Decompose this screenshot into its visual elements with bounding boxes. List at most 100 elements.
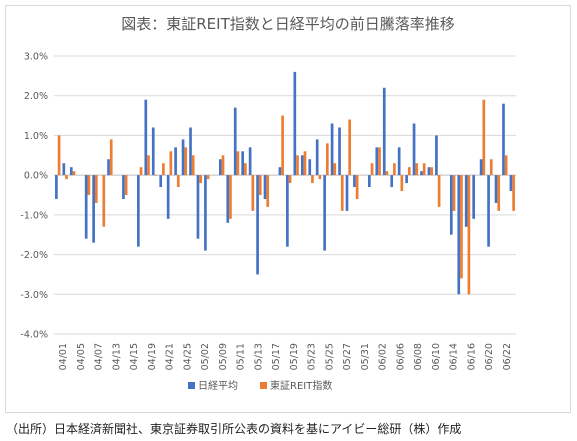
y-tick-label: -2.0% <box>20 250 48 261</box>
bar-reit <box>452 175 456 211</box>
source-caption: （出所）日本経済新聞社、東京証券取引所公表の資料を基にアイビー総研（株）作成 <box>6 422 462 436</box>
bar-nikkei <box>144 99 148 176</box>
bar-nikkei <box>55 175 58 199</box>
gridlines <box>54 55 516 335</box>
bar-reit <box>460 175 463 279</box>
y-tick-label: 3.0% <box>24 52 48 63</box>
bar-nikkei <box>390 175 394 188</box>
bar-nikkei <box>159 175 163 188</box>
bar-reit <box>437 175 441 207</box>
bar-reit <box>504 155 508 176</box>
bar-nikkei <box>62 163 66 176</box>
bar-reit <box>199 175 202 184</box>
bar-nikkei <box>397 147 401 176</box>
x-tick-label: 04/25 <box>182 343 193 370</box>
bar-reit <box>318 175 322 180</box>
x-tick-label: 05/09 <box>218 343 229 370</box>
x-tick-label: 06/08 <box>413 343 424 370</box>
bar-reit <box>102 175 106 227</box>
legend-swatch <box>188 382 195 389</box>
bar-nikkei <box>226 175 230 223</box>
x-tick-label: 05/25 <box>324 343 335 370</box>
bar-reit <box>169 151 173 176</box>
chart-title: 図表：東証REIT指数と日経平均の前日騰落率推移 <box>121 15 455 33</box>
bar-reit <box>65 175 68 180</box>
x-tick-label: 04/15 <box>129 343 140 370</box>
bar-reit <box>393 163 396 176</box>
bar-nikkei <box>181 139 185 176</box>
bar-reit <box>303 151 307 176</box>
bar-reit <box>497 175 501 211</box>
bar-reit <box>221 155 225 176</box>
bar-reit <box>139 167 143 176</box>
bar-reit <box>415 163 419 176</box>
bar-nikkei <box>69 167 73 176</box>
bar-reit <box>482 99 486 176</box>
bar-nikkei <box>427 167 431 176</box>
legend-label: 東証REIT指数 <box>270 379 332 392</box>
bar-nikkei <box>137 175 140 247</box>
bar-nikkei <box>382 87 386 176</box>
bar-reit <box>147 155 150 176</box>
bar-nikkei <box>487 175 490 247</box>
x-tick-label: 04/01 <box>58 343 69 370</box>
bars <box>55 71 515 295</box>
bar-nikkei <box>435 135 438 176</box>
bar-reit <box>340 175 344 211</box>
y-axis-ticks: -4.0% -3.0% -2.0% -1.0% 0.0% 1.0% 2.0% 3.0% <box>20 52 48 341</box>
bar-nikkei <box>293 71 297 176</box>
bar-reit <box>236 151 240 176</box>
bar-nikkei <box>315 139 319 176</box>
bar-nikkei <box>375 147 379 176</box>
x-tick-label: 05/02 <box>200 343 211 370</box>
bar-nikkei <box>286 175 289 247</box>
bar-nikkei <box>345 175 349 211</box>
bar-nikkei <box>263 175 267 199</box>
y-tick-label: -4.0% <box>20 330 48 341</box>
x-tick-label: 05/23 <box>307 343 318 370</box>
bar-reit <box>72 171 76 176</box>
bar-nikkei <box>502 103 505 176</box>
bar-reit <box>176 175 180 188</box>
x-tick-label: 05/11 <box>236 343 247 370</box>
x-tick-label: 06/20 <box>484 343 495 370</box>
y-tick-label: 2.0% <box>24 91 48 102</box>
bar-nikkei <box>107 159 110 176</box>
bar-reit <box>370 163 374 176</box>
legend-swatch <box>260 382 267 389</box>
bar-nikkei <box>368 175 371 188</box>
bar-nikkei <box>472 175 476 219</box>
bar-reit <box>355 175 359 199</box>
bar-reit <box>162 163 165 176</box>
bar-nikkei <box>84 175 88 239</box>
bar-reit <box>385 171 389 176</box>
x-tick-label: 04/07 <box>94 343 105 370</box>
bar-reit <box>244 163 247 176</box>
bar-reit <box>400 175 404 192</box>
bar-reit <box>191 155 195 176</box>
bar-nikkei <box>166 175 170 219</box>
bar-reit <box>348 119 352 176</box>
bar-reit <box>109 139 113 176</box>
x-tick-label: 06/22 <box>502 343 513 370</box>
bar-nikkei <box>233 107 237 176</box>
bar-reit <box>311 175 314 184</box>
x-tick-label: 05/31 <box>360 343 371 370</box>
bar-nikkei <box>330 123 334 176</box>
bar-nikkei <box>92 175 95 243</box>
bar-nikkei <box>464 175 468 227</box>
bar-nikkei <box>218 159 222 176</box>
bar-reit <box>229 175 232 219</box>
y-tick-label: -1.0% <box>20 210 48 221</box>
bar-nikkei <box>241 151 245 176</box>
bar-reit <box>512 175 515 211</box>
bar-reit <box>430 167 433 176</box>
x-tick-label: 04/19 <box>147 343 158 370</box>
bar-reit <box>258 175 262 195</box>
bar-reit <box>296 155 299 176</box>
bar-nikkei <box>278 167 282 176</box>
bar-nikkei <box>151 127 155 176</box>
bar-nikkei <box>122 175 125 199</box>
bar-nikkei <box>420 171 423 176</box>
